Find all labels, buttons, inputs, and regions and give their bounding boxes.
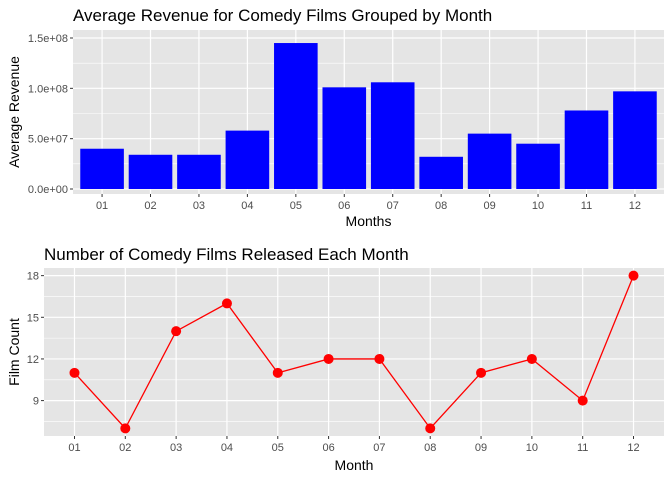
chart2-y-tick-label: 9 xyxy=(33,396,39,408)
bar-06 xyxy=(322,87,367,189)
point-10 xyxy=(526,353,537,364)
chart1-y-tick-label: 0.0e+00 xyxy=(28,184,68,196)
chart2-x-tick-label: 05 xyxy=(272,442,284,454)
film-count-line xyxy=(74,275,635,430)
chart2-x-tick-label: 03 xyxy=(170,442,182,454)
bar-07 xyxy=(370,82,415,189)
chart2-x-axis-title: Month xyxy=(335,457,374,473)
chart2-y-tick-label: 15 xyxy=(27,312,39,324)
bar-10 xyxy=(516,143,560,189)
point-05 xyxy=(272,367,283,378)
chart2-x-ticks: 01 02 03 04 05 06 07 08 09 10 11 12 xyxy=(68,436,640,454)
chart1-x-tick-label: 02 xyxy=(144,200,156,212)
bar-05 xyxy=(274,43,318,190)
chart2-y-tick-label: 12 xyxy=(27,354,39,366)
chart2-x-tick-label: 12 xyxy=(627,442,639,454)
chart1-x-tick-label: 09 xyxy=(483,200,495,212)
chart1-x-tick-label: 06 xyxy=(338,200,350,212)
chart1-x-tick-label: 05 xyxy=(290,200,302,212)
point-09 xyxy=(476,367,487,378)
chart1-title: Average Revenue for Comedy Films Grouped… xyxy=(73,6,492,25)
point-07 xyxy=(374,353,385,364)
chart1-x-tick-label: 04 xyxy=(241,200,253,212)
chart1-bars xyxy=(80,43,657,190)
chart1-y-tick-label: 1.0e+08 xyxy=(28,83,68,95)
chart1-x-tick-label: 03 xyxy=(193,200,205,212)
point-12 xyxy=(628,270,639,281)
chart2-x-tick-label: 11 xyxy=(577,442,588,454)
bar-04 xyxy=(225,130,270,189)
chart1-x-tick-label: 10 xyxy=(532,200,544,212)
chart2-y-tick-label: 18 xyxy=(27,271,39,283)
chart1-y-axis-title: Average Revenue xyxy=(6,56,22,168)
revenue-bar-chart: Average Revenue for Comedy Films Grouped… xyxy=(6,6,664,229)
chart2-x-tick-label: 06 xyxy=(322,442,334,454)
chart1-x-tick-label: 12 xyxy=(629,200,641,212)
bar-02 xyxy=(128,154,173,189)
chart2-panel xyxy=(44,268,664,436)
chart1-x-ticks: 01 02 03 04 05 06 07 08 09 10 11 12 xyxy=(96,194,641,212)
point-06 xyxy=(323,353,334,364)
point-04 xyxy=(221,298,232,309)
chart1-y-tick-label: 1.5e+08 xyxy=(28,33,68,45)
bar-03 xyxy=(177,154,221,189)
chart1-y-ticks: 0.0e+00 5.0e+07 1.0e+08 1.5e+08 xyxy=(28,33,73,196)
chart2-grid-major xyxy=(44,268,664,436)
chart1-x-tick-label: 07 xyxy=(387,200,399,212)
point-08 xyxy=(425,423,436,434)
chart2-x-tick-label: 04 xyxy=(221,442,233,454)
chart2-x-tick-label: 07 xyxy=(373,442,385,454)
chart2-grid-minor xyxy=(44,296,664,422)
bar-01 xyxy=(80,148,124,189)
bar-11 xyxy=(564,110,609,189)
chart1-x-tick-label: 11 xyxy=(581,200,592,212)
chart2-x-tick-label: 01 xyxy=(68,442,80,454)
chart2-series xyxy=(69,270,639,434)
chart2-x-tick-label: 09 xyxy=(475,442,487,454)
chart2-title: Number of Comedy Films Released Each Mon… xyxy=(44,245,409,264)
bar-08 xyxy=(419,156,463,189)
chart2-y-axis-title: Film Count xyxy=(6,318,22,386)
point-11 xyxy=(577,395,588,406)
chart1-x-axis-title: Months xyxy=(346,213,392,229)
film-count-line-chart: Number of Comedy Films Released Each Mon… xyxy=(6,245,664,473)
chart1-y-tick-label: 5.0e+07 xyxy=(28,134,68,146)
chart2-x-tick-label: 08 xyxy=(424,442,436,454)
bar-12 xyxy=(613,91,657,189)
point-01 xyxy=(69,367,80,378)
point-03 xyxy=(171,326,182,337)
chart1-x-tick-label: 01 xyxy=(96,200,108,212)
chart2-x-tick-label: 10 xyxy=(526,442,538,454)
bar-09 xyxy=(467,133,512,189)
chart2-x-tick-label: 02 xyxy=(119,442,131,454)
chart2-y-ticks: 9 12 15 18 xyxy=(27,271,44,408)
point-02 xyxy=(120,423,131,434)
chart1-x-tick-label: 08 xyxy=(435,200,447,212)
